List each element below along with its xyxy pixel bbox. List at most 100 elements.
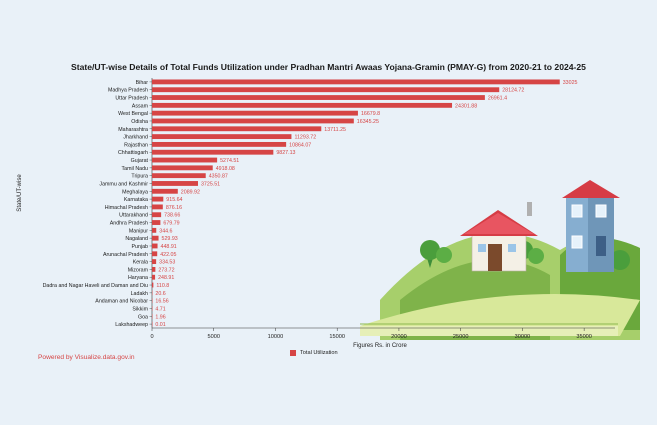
category-label: Andhra Pradesh — [110, 221, 148, 227]
data-label: 16.56 — [155, 299, 168, 305]
category-label: Odisha — [131, 119, 148, 125]
bar — [152, 165, 213, 171]
category-label: Maharashtra — [118, 127, 148, 133]
x-tick-label: 5000 — [208, 334, 220, 340]
category-label: Uttarakhand — [119, 213, 148, 219]
data-label: 28124.72 — [502, 88, 524, 94]
bar — [152, 102, 453, 108]
bar — [152, 243, 158, 249]
category-label: Uttar Pradesh — [115, 96, 148, 102]
category-label: Nagaland — [125, 236, 148, 242]
data-label: 20.6 — [155, 291, 165, 297]
data-label: 33025 — [563, 80, 578, 86]
x-tick-label: 30000 — [515, 334, 531, 340]
category-label: Chhattisgarh — [118, 150, 148, 156]
credit-link[interactable]: Powered by Visualize.data.gov.in — [38, 354, 135, 361]
data-label: 11293.72 — [294, 135, 316, 141]
data-label: 13711.25 — [324, 127, 346, 133]
data-label: 448.91 — [161, 244, 177, 250]
bar — [152, 157, 218, 163]
data-label: 5274.51 — [220, 158, 239, 164]
category-label: Madhya Pradesh — [108, 88, 148, 94]
bar — [152, 274, 156, 280]
data-label: 1.96 — [155, 314, 165, 320]
category-label: Tripura — [131, 174, 148, 180]
bar — [152, 79, 560, 85]
category-label: Rajasthan — [124, 142, 148, 148]
data-label: 679.79 — [163, 221, 179, 227]
data-label: 876.16 — [166, 205, 182, 211]
bar — [152, 212, 162, 218]
category-label: Arunachal Pradesh — [103, 252, 148, 258]
category-label: Himachal Pradesh — [105, 205, 148, 211]
data-label: 16679.8 — [361, 111, 380, 117]
data-label: 738.66 — [164, 213, 180, 219]
bar — [152, 266, 156, 272]
data-label: 110.8 — [156, 283, 169, 289]
bar — [152, 220, 161, 225]
bar — [152, 227, 157, 233]
category-label: Mizoram — [128, 267, 149, 273]
x-tick-label: 10000 — [268, 334, 284, 340]
data-label: 10864.07 — [289, 142, 311, 148]
data-label: 248.91 — [158, 275, 174, 281]
category-label: Goa — [138, 314, 148, 320]
data-label: 26961.4 — [488, 96, 507, 102]
bar — [152, 204, 163, 210]
data-label: 24301.88 — [455, 103, 477, 109]
data-label: 529.93 — [162, 236, 178, 242]
bar — [152, 110, 358, 116]
legend-swatch — [290, 350, 296, 356]
bar — [152, 87, 500, 93]
data-label: 4918.08 — [216, 166, 235, 172]
x-axis-label: Figures Rs. in Crore — [353, 343, 407, 349]
category-label: Manipur — [129, 228, 148, 234]
x-tick-label: 0 — [150, 334, 153, 340]
x-tick-label: 20000 — [391, 334, 407, 340]
bar — [152, 181, 198, 186]
category-label: Karnataka — [124, 197, 148, 203]
x-tick-label: 35000 — [576, 334, 592, 340]
data-label: 273.72 — [158, 267, 174, 273]
bar — [152, 141, 287, 147]
category-label: Gujarat — [131, 158, 149, 164]
legend[interactable]: Total Utilization — [290, 350, 338, 356]
data-label: 915.64 — [166, 197, 182, 203]
data-label: 334.53 — [159, 260, 175, 266]
data-label: 4350.87 — [209, 174, 228, 180]
category-label: Jharkhand — [123, 135, 148, 141]
y-axis-label: State/UT-wise — [17, 174, 23, 212]
bar — [152, 134, 292, 140]
bar — [152, 118, 354, 124]
data-label: 4.71 — [155, 306, 165, 312]
category-label: Kerala — [133, 260, 148, 266]
bar — [152, 173, 206, 179]
data-label: 422.05 — [160, 252, 176, 258]
chart-title: State/UT-wise Details of Total Funds Uti… — [71, 62, 586, 72]
bar — [152, 188, 178, 194]
category-label: Sikkim — [132, 306, 148, 312]
x-tick-label: 25000 — [453, 334, 469, 340]
data-label: 0.01 — [155, 322, 165, 328]
category-label: Jammu and Kashmir — [99, 181, 148, 187]
data-label: 2089.92 — [181, 189, 200, 195]
category-label: Haryana — [128, 275, 148, 281]
category-label: Ladakh — [131, 291, 148, 297]
bar — [152, 196, 164, 202]
legend-label: Total Utilization — [300, 350, 338, 356]
category-label: Assam — [132, 103, 149, 109]
category-label: Andaman and Nicobar — [95, 299, 148, 305]
bar — [152, 95, 485, 100]
category-label: Meghalaya — [122, 189, 148, 195]
category-label: West Bengal — [118, 111, 148, 117]
bar — [152, 251, 158, 257]
data-label: 9827.13 — [276, 150, 295, 156]
x-tick-label: 15000 — [329, 334, 345, 340]
bar — [152, 149, 274, 155]
bar — [152, 126, 322, 132]
category-label: Lakshadweep — [115, 322, 148, 328]
category-label: Dadra and Nagar Haveli and Daman and Diu — [43, 283, 148, 289]
